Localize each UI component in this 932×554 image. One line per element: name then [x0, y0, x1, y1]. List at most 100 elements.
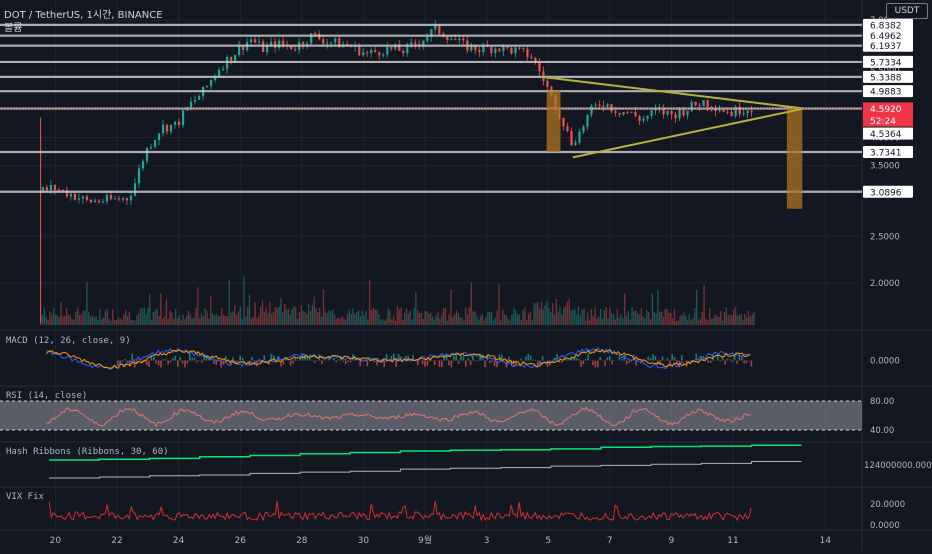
macd-histogram-bar: [131, 354, 133, 361]
volume-bar: [136, 316, 137, 325]
macd-histogram-bar: [263, 355, 265, 360]
macd-histogram-bar: [314, 361, 316, 363]
triangle-upper-line: [542, 77, 804, 109]
macd-histogram-bar: [448, 361, 450, 366]
macd-histogram-bar: [343, 361, 345, 362]
macd-histogram-bar: [475, 360, 477, 361]
volume-bar: [384, 321, 385, 325]
volume-bar: [134, 321, 135, 325]
macd-histogram-bar: [347, 361, 349, 362]
volume-bar: [119, 319, 120, 325]
candle-body: [162, 125, 164, 134]
volume-bar: [175, 308, 176, 325]
volume-bar: [519, 315, 520, 325]
currency-button[interactable]: USDT: [886, 3, 928, 19]
candle-body: [695, 102, 697, 105]
volume-bar: [57, 315, 58, 325]
volume-bar: [561, 314, 562, 325]
candle-body: [282, 41, 284, 45]
volume-bar: [443, 308, 444, 325]
macd-histogram-bar: [556, 354, 558, 361]
candle-body: [330, 42, 332, 43]
volume-bar: [676, 321, 677, 325]
x-tick-label: 26: [234, 536, 246, 546]
macd-histogram-bar: [628, 361, 630, 363]
candle-body: [646, 116, 648, 119]
macd-histogram-bar: [424, 361, 426, 367]
candle-body: [366, 52, 368, 53]
volume-bar: [692, 319, 693, 325]
macd-histogram-bar: [611, 361, 613, 365]
volume-bar: [358, 310, 359, 325]
macd-histogram-bar: [566, 359, 568, 361]
candle-body: [174, 122, 176, 125]
volume-bar: [637, 313, 638, 325]
volume-bar: [221, 308, 222, 325]
volume-bar: [347, 314, 348, 325]
macd-histogram-bar: [187, 361, 189, 364]
macd-histogram-bar: [124, 359, 126, 360]
volume-bar: [498, 284, 499, 325]
macd-histogram-bar: [441, 361, 443, 367]
candle-body: [666, 111, 668, 114]
macd-histogram-bar: [191, 358, 193, 361]
macd-histogram-bar: [439, 361, 441, 367]
volume-bar: [508, 319, 509, 325]
candle-body: [446, 37, 448, 40]
volume-bar: [208, 319, 209, 325]
volume-bar: [702, 312, 703, 325]
x-tick-label: 5: [545, 536, 551, 546]
volume-bar: [679, 316, 680, 325]
volume-bar: [260, 307, 261, 325]
x-tick-label: 7: [607, 536, 613, 546]
macd-histogram-bar: [731, 361, 733, 363]
volume-bar: [511, 314, 512, 325]
volume-bar: [496, 311, 497, 325]
macd-histogram-bar: [237, 361, 239, 362]
candle-body: [731, 112, 733, 116]
macd-histogram-bar: [307, 358, 309, 360]
macd-histogram-bar: [463, 356, 465, 360]
triangle-lower-line: [573, 109, 804, 158]
volume-bar: [142, 308, 143, 325]
volume-bar: [618, 318, 619, 325]
volume-bar: [439, 319, 440, 325]
volume-bar: [92, 315, 93, 325]
macd-histogram-bar: [674, 357, 676, 360]
macd-histogram-bar: [592, 361, 594, 365]
macd-histogram-bar: [376, 361, 378, 366]
volume-bar: [556, 299, 557, 325]
volume-bar: [631, 307, 632, 325]
volume-bar: [539, 309, 540, 325]
x-tick-label: 24: [173, 536, 185, 546]
macd-histogram-bar: [290, 361, 292, 366]
volume-bar: [149, 294, 150, 325]
candle-body: [294, 49, 296, 50]
macd-histogram-bar: [729, 359, 731, 360]
volume-bar: [147, 308, 148, 325]
candle-body: [422, 41, 424, 45]
candle-body: [134, 183, 136, 196]
volume-bar: [171, 313, 172, 325]
volume-bar: [735, 307, 736, 325]
volume-bar: [321, 317, 322, 325]
macd-histogram-bar: [599, 357, 601, 360]
volume-bar: [62, 316, 63, 325]
volume-bar: [293, 306, 294, 325]
volume-bar: [278, 307, 279, 325]
volume-bar: [169, 311, 170, 325]
volume-bar: [240, 307, 241, 325]
candle-body: [110, 195, 112, 199]
volume-bar: [707, 320, 708, 325]
candle-body: [250, 39, 252, 42]
candle-body: [170, 125, 172, 132]
volume-bar: [223, 315, 224, 325]
volume-bar: [450, 289, 451, 325]
volume-bar: [559, 307, 560, 325]
macd-histogram-bar: [434, 361, 436, 366]
volume-bar: [687, 320, 688, 325]
volume-bar: [705, 318, 706, 325]
y-tick-label: 2.0000: [870, 279, 900, 289]
